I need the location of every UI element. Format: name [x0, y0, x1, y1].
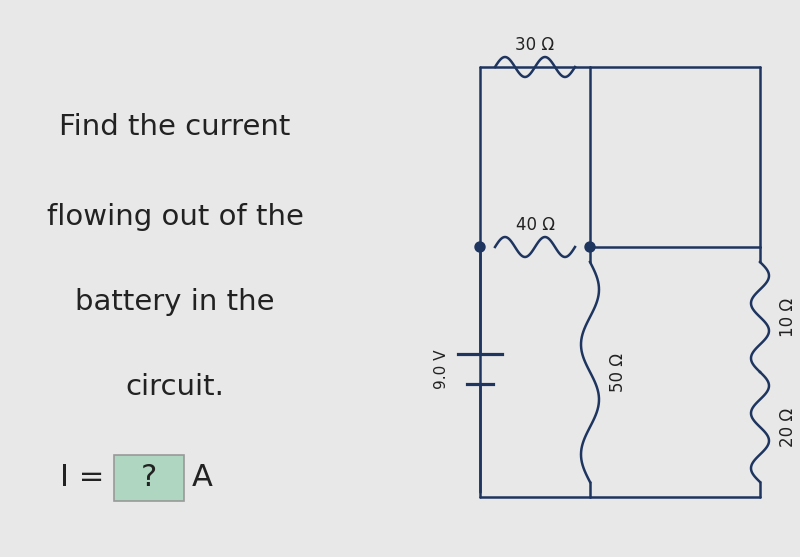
Text: ?: ?: [141, 462, 157, 491]
Circle shape: [475, 242, 485, 252]
Text: 30 Ω: 30 Ω: [515, 36, 554, 54]
Text: Find the current: Find the current: [59, 113, 290, 141]
Text: I =: I =: [60, 462, 114, 491]
FancyBboxPatch shape: [114, 455, 184, 501]
Text: 20 Ω: 20 Ω: [779, 407, 797, 447]
Text: battery in the: battery in the: [75, 288, 274, 316]
Text: 40 Ω: 40 Ω: [515, 216, 554, 234]
Text: flowing out of the: flowing out of the: [46, 203, 303, 231]
Text: 50 Ω: 50 Ω: [609, 353, 627, 392]
Text: 9.0 V: 9.0 V: [434, 349, 450, 389]
Text: 10 Ω: 10 Ω: [779, 297, 797, 336]
Text: circuit.: circuit.: [126, 373, 225, 401]
Text: A: A: [192, 462, 213, 491]
Circle shape: [585, 242, 595, 252]
